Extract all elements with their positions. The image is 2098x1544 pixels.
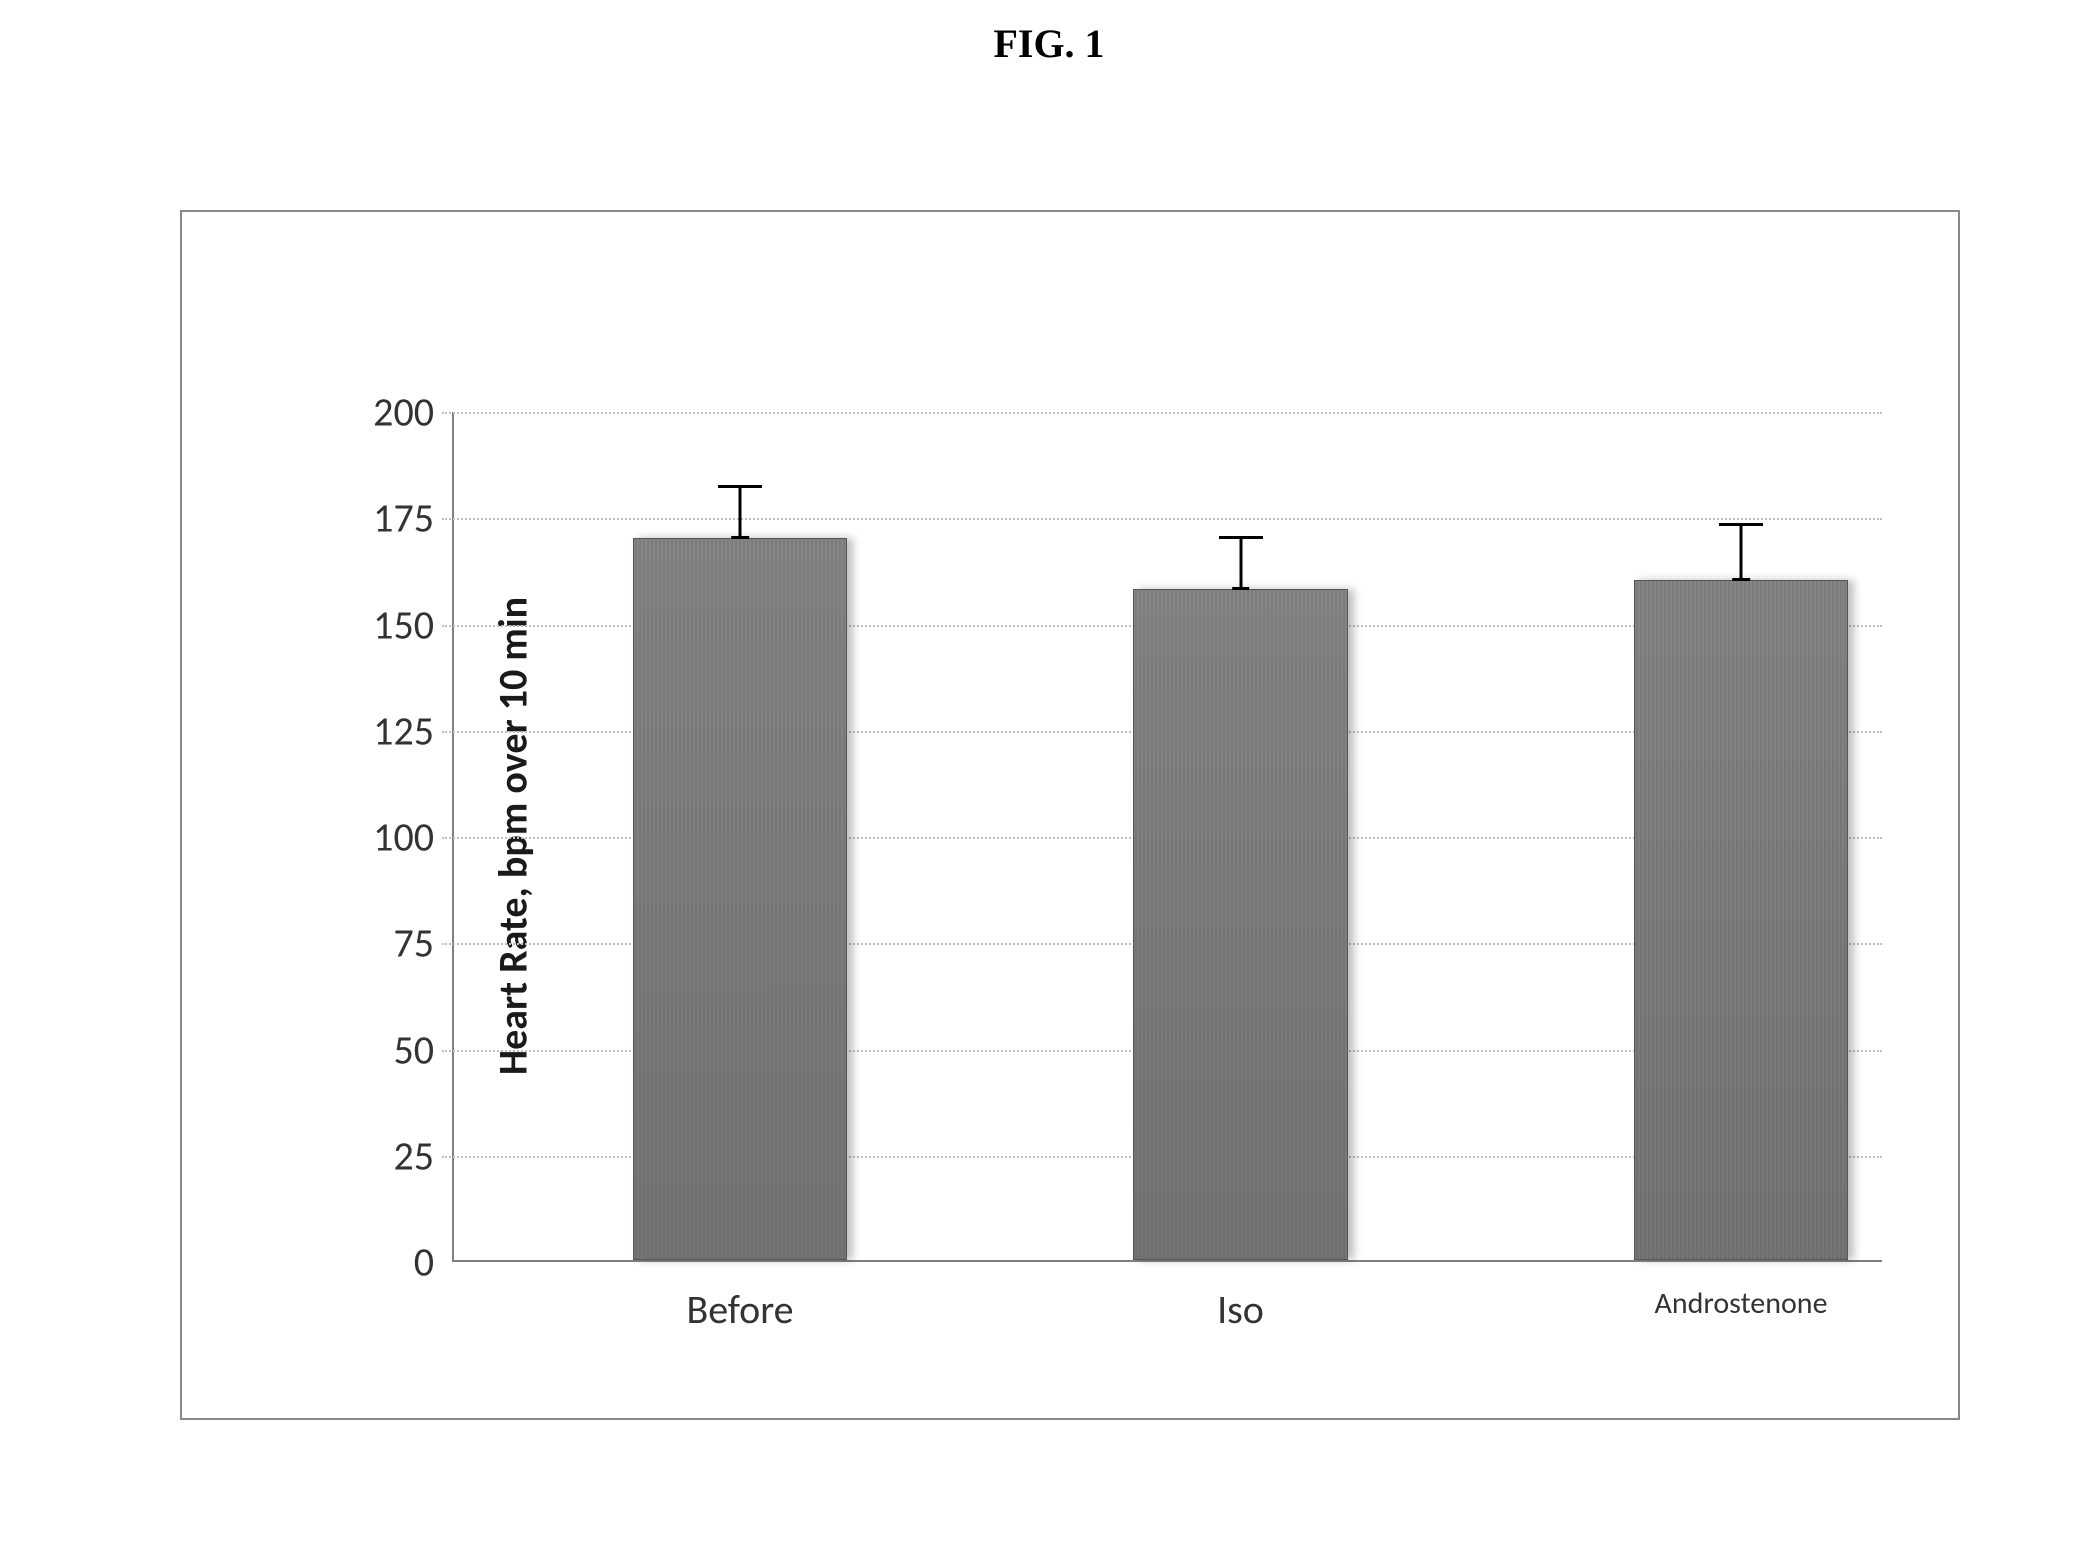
plot-area: Heart Rate, bpm over 10 min 025507510012… — [452, 412, 1882, 1262]
ytick-label: 0 — [414, 1238, 434, 1287]
error-bar — [1239, 538, 1242, 589]
chart-frame: Heart Rate, bpm over 10 min 0 25 50 75 100 12… — [180, 210, 1960, 1420]
error-bar — [739, 487, 742, 538]
error-bar — [1740, 525, 1743, 580]
error-bar-base-cap — [1232, 587, 1250, 590]
ytick-label: 125 — [373, 706, 434, 755]
xtick-label: Before — [686, 1285, 793, 1334]
gridline — [442, 518, 1882, 520]
ytick-label: 100 — [373, 813, 434, 862]
y-axis-title: Heart Rate, bpm over 10 min — [489, 597, 538, 1075]
ytick-label: 200 — [373, 388, 434, 437]
error-bar-cap — [1719, 523, 1763, 526]
figure-title: FIG. 1 — [993, 20, 1104, 67]
bar — [1634, 580, 1849, 1260]
gridline — [442, 412, 1882, 414]
ytick-label: 50 — [393, 1025, 434, 1074]
xtick-label: Androstenone — [1655, 1285, 1828, 1322]
ytick-label: 75 — [393, 919, 434, 968]
error-bar-cap — [718, 485, 762, 488]
error-bar-base-cap — [1732, 578, 1750, 581]
xtick-label: Iso — [1217, 1285, 1264, 1334]
ytick-label: 25 — [393, 1131, 434, 1180]
ytick-label: 175 — [373, 494, 434, 543]
bar — [1133, 589, 1348, 1261]
bar — [633, 538, 848, 1261]
ytick-label: 150 — [373, 600, 434, 649]
error-bar-cap — [1219, 536, 1263, 539]
error-bar-base-cap — [731, 536, 749, 539]
